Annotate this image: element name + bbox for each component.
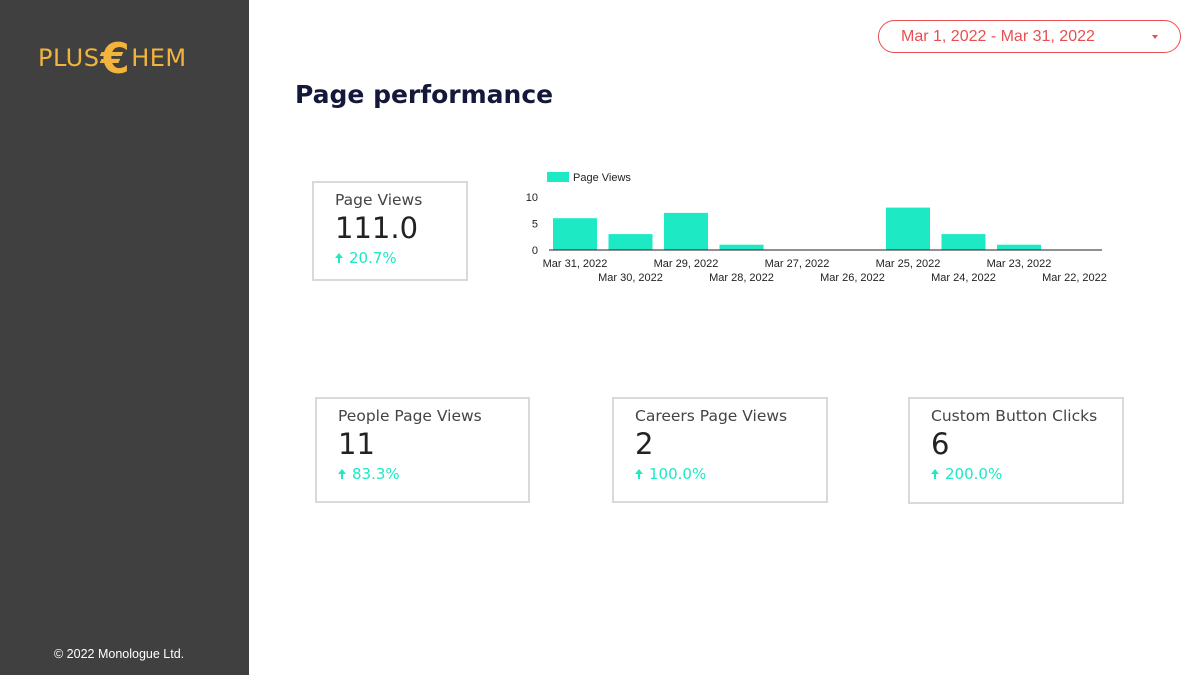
y-tick-label: 10 [526, 192, 538, 204]
page-title: Page performance [295, 80, 554, 109]
chart-bar[interactable] [664, 212, 708, 250]
chart-bar[interactable] [553, 218, 597, 250]
arrow-up-icon [931, 469, 939, 479]
sidebar: PLUS € HEM © 2022 Monologue Ltd. [0, 0, 249, 675]
scorecard-delta: 20.7% [335, 249, 397, 267]
arrow-up-icon [338, 469, 346, 479]
chart-bar[interactable] [886, 207, 930, 250]
scorecard-label: Page Views [335, 191, 423, 209]
scorecard-page-views[interactable]: Page Views 111.0 20.7% [312, 181, 468, 281]
arrow-up-icon [335, 253, 343, 263]
x-tick-label: Mar 23, 2022 [987, 258, 1052, 270]
chart-bar[interactable] [941, 234, 986, 250]
x-tick-label: Mar 22, 2022 [1042, 272, 1107, 284]
y-tick-label: 0 [532, 245, 538, 257]
page-views-bar-chart[interactable]: Page Views 0 5 10 Mar 31, 2022 Mar 30, 2022… [520, 165, 1120, 290]
chart-bar[interactable] [997, 244, 1041, 250]
scorecard-delta-value: 83.3% [352, 465, 400, 483]
scorecard-value: 11 [338, 427, 375, 461]
legend-swatch [547, 172, 569, 182]
arrow-up-icon [635, 469, 643, 479]
scorecard-delta: 100.0% [635, 465, 706, 483]
scorecard-label: Careers Page Views [635, 407, 788, 425]
scorecard-label: Custom Button Clicks [931, 407, 1098, 425]
legend-label: Page Views [573, 172, 631, 184]
x-tick-label: Mar 26, 2022 [820, 272, 885, 284]
caret-down-icon[interactable] [1152, 35, 1158, 39]
logo-text-right: HEM [131, 44, 187, 72]
scorecard-people-page-views[interactable]: People Page Views 11 83.3% [315, 397, 530, 503]
date-range-picker[interactable]: Mar 1, 2022 - Mar 31, 2022 [878, 20, 1181, 53]
x-tick-label: Mar 29, 2022 [654, 258, 719, 270]
x-tick-label: Mar 30, 2022 [598, 272, 663, 284]
scorecard-delta-value: 100.0% [649, 465, 707, 483]
scorecard-careers-page-views[interactable]: Careers Page Views 2 100.0% [612, 397, 828, 503]
plus-chem-logo[interactable]: PLUS € HEM [38, 36, 187, 80]
chart-bar[interactable] [608, 234, 653, 250]
x-tick-label: Mar 31, 2022 [543, 258, 608, 270]
logo-text-left: PLUS [38, 44, 100, 72]
x-tick-label: Mar 28, 2022 [709, 272, 774, 284]
logo-euro-symbol: € [100, 34, 131, 83]
scorecard-delta-value: 200.0% [945, 465, 1003, 483]
scorecard-value: 6 [931, 427, 950, 461]
scorecard-value: 111.0 [335, 211, 419, 245]
x-tick-label: Mar 24, 2022 [931, 272, 996, 284]
copyright-text: © 2022 Monologue Ltd. [54, 647, 185, 661]
x-tick-label: Mar 25, 2022 [876, 258, 941, 270]
scorecard-delta: 83.3% [338, 465, 400, 483]
x-tick-label: Mar 27, 2022 [765, 258, 830, 270]
date-range-label: Mar 1, 2022 - Mar 31, 2022 [901, 27, 1095, 45]
scorecard-delta-value: 20.7% [349, 249, 397, 267]
scorecard-value: 2 [635, 427, 654, 461]
scorecard-label: People Page Views [338, 407, 482, 425]
scorecard-delta: 200.0% [931, 465, 1002, 483]
y-tick-label: 5 [532, 219, 538, 231]
chart-bar[interactable] [719, 244, 764, 250]
scorecard-custom-button-clicks[interactable]: Custom Button Clicks 6 200.0% [908, 397, 1124, 504]
